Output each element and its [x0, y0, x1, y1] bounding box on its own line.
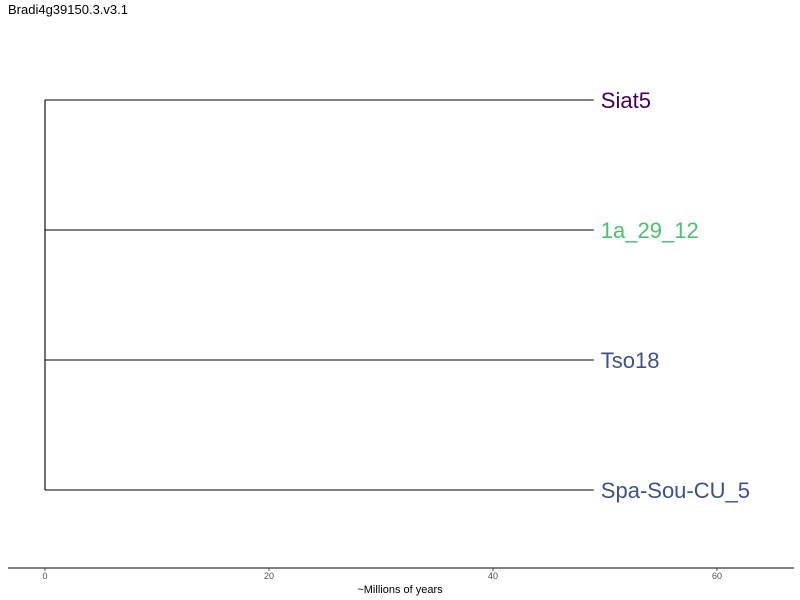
x-axis-title: ~Millions of years [357, 584, 443, 596]
x-tick-label-2: 20 [264, 571, 274, 581]
tip-label-3: Tso18 [601, 348, 660, 373]
tip-label-2: 1a_29_12 [601, 218, 699, 243]
x-tick-label-3: 40 [488, 571, 498, 581]
tree-tip-labels: Siat5 1a_29_12 Tso18 Spa-Sou-CU_5 [601, 88, 750, 503]
chart-title: Bradi4g39150.3.v3.1 [8, 2, 128, 17]
x-tick-label-1: 0 [42, 571, 47, 581]
x-axis: 0 20 40 60 [8, 567, 794, 581]
tip-label-1: Siat5 [601, 88, 651, 113]
tip-label-4: Spa-Sou-CU_5 [601, 478, 750, 503]
tree-branches [44, 99, 594, 491]
x-tick-label-4: 60 [712, 571, 722, 581]
